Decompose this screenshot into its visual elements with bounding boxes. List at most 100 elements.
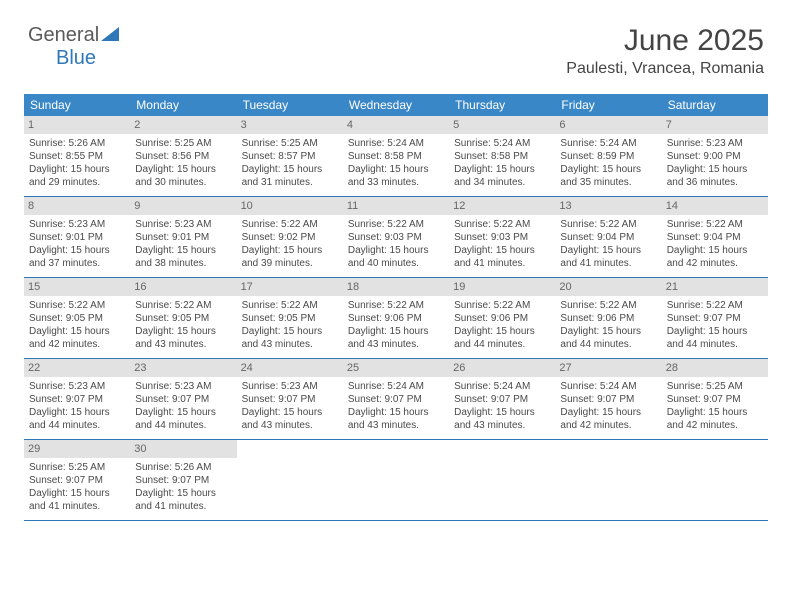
sunset-line: Sunset: 9:03 PM [348,231,444,244]
daylight-line: Daylight: 15 hours and 38 minutes. [135,244,231,270]
daylight-line: Daylight: 15 hours and 36 minutes. [667,163,763,189]
sunrise-line: Sunrise: 5:25 AM [667,380,763,393]
daylight-line: Daylight: 15 hours and 42 minutes. [667,244,763,270]
sunrise-line: Sunrise: 5:25 AM [135,137,231,150]
sunset-line: Sunset: 9:04 PM [560,231,656,244]
dow-cell: Thursday [449,94,555,116]
sunset-line: Sunset: 8:56 PM [135,150,231,163]
day-number: 14 [662,197,768,215]
sunset-line: Sunset: 8:57 PM [242,150,338,163]
daylight-line: Daylight: 15 hours and 42 minutes. [667,406,763,432]
day-number: 24 [237,359,343,377]
sunset-line: Sunset: 9:07 PM [348,393,444,406]
weeks-container: 1Sunrise: 5:26 AMSunset: 8:55 PMDaylight… [24,116,768,521]
sunset-line: Sunset: 9:07 PM [135,474,231,487]
day-number: 15 [24,278,130,296]
sunset-line: Sunset: 9:06 PM [348,312,444,325]
day-number: 10 [237,197,343,215]
day-cell: 13Sunrise: 5:22 AMSunset: 9:04 PMDayligh… [555,197,661,277]
dow-header-row: SundayMondayTuesdayWednesdayThursdayFrid… [24,94,768,116]
sunset-line: Sunset: 9:06 PM [560,312,656,325]
day-number: 19 [449,278,555,296]
sunrise-line: Sunrise: 5:22 AM [135,299,231,312]
sunrise-line: Sunrise: 5:24 AM [454,137,550,150]
day-cell: 16Sunrise: 5:22 AMSunset: 9:05 PMDayligh… [130,278,236,358]
logo-triangle-icon [101,27,119,41]
day-number: 28 [662,359,768,377]
day-cell: 1Sunrise: 5:26 AMSunset: 8:55 PMDaylight… [24,116,130,196]
sunrise-line: Sunrise: 5:25 AM [29,461,125,474]
sunrise-line: Sunrise: 5:24 AM [560,137,656,150]
page-header: General Blue June 2025 Paulesti, Vrancea… [0,0,792,86]
sunrise-line: Sunrise: 5:23 AM [667,137,763,150]
day-cell: 20Sunrise: 5:22 AMSunset: 9:06 PMDayligh… [555,278,661,358]
day-number: 26 [449,359,555,377]
dow-cell: Monday [130,94,236,116]
calendar-grid: SundayMondayTuesdayWednesdayThursdayFrid… [24,94,768,521]
daylight-line: Daylight: 15 hours and 37 minutes. [29,244,125,270]
sunset-line: Sunset: 9:07 PM [454,393,550,406]
day-cell: 27Sunrise: 5:24 AMSunset: 9:07 PMDayligh… [555,359,661,439]
daylight-line: Daylight: 15 hours and 39 minutes. [242,244,338,270]
day-cell: 28Sunrise: 5:25 AMSunset: 9:07 PMDayligh… [662,359,768,439]
sunrise-line: Sunrise: 5:22 AM [560,218,656,231]
day-number: 21 [662,278,768,296]
daylight-line: Daylight: 15 hours and 30 minutes. [135,163,231,189]
daylight-line: Daylight: 15 hours and 44 minutes. [454,325,550,351]
day-cell: 17Sunrise: 5:22 AMSunset: 9:05 PMDayligh… [237,278,343,358]
sunset-line: Sunset: 9:02 PM [242,231,338,244]
day-cell [662,440,768,520]
day-number: 9 [130,197,236,215]
day-number: 29 [24,440,130,458]
daylight-line: Daylight: 15 hours and 42 minutes. [560,406,656,432]
sunset-line: Sunset: 9:01 PM [29,231,125,244]
title-block: June 2025 Paulesti, Vrancea, Romania [566,24,764,78]
sunset-line: Sunset: 9:06 PM [454,312,550,325]
day-cell: 22Sunrise: 5:23 AMSunset: 9:07 PMDayligh… [24,359,130,439]
daylight-line: Daylight: 15 hours and 43 minutes. [135,325,231,351]
daylight-line: Daylight: 15 hours and 43 minutes. [242,325,338,351]
day-cell: 8Sunrise: 5:23 AMSunset: 9:01 PMDaylight… [24,197,130,277]
day-cell [555,440,661,520]
sunrise-line: Sunrise: 5:22 AM [348,218,444,231]
day-number: 22 [24,359,130,377]
day-number: 5 [449,116,555,134]
daylight-line: Daylight: 15 hours and 31 minutes. [242,163,338,189]
sunset-line: Sunset: 9:07 PM [560,393,656,406]
sunset-line: Sunset: 9:05 PM [135,312,231,325]
daylight-line: Daylight: 15 hours and 44 minutes. [667,325,763,351]
logo: General Blue [28,24,119,70]
sunset-line: Sunset: 8:58 PM [454,150,550,163]
day-cell [237,440,343,520]
daylight-line: Daylight: 15 hours and 43 minutes. [454,406,550,432]
week-row: 22Sunrise: 5:23 AMSunset: 9:07 PMDayligh… [24,359,768,440]
week-row: 15Sunrise: 5:22 AMSunset: 9:05 PMDayligh… [24,278,768,359]
daylight-line: Daylight: 15 hours and 41 minutes. [29,487,125,513]
dow-cell: Wednesday [343,94,449,116]
dow-cell: Tuesday [237,94,343,116]
day-cell: 18Sunrise: 5:22 AMSunset: 9:06 PMDayligh… [343,278,449,358]
week-row: 1Sunrise: 5:26 AMSunset: 8:55 PMDaylight… [24,116,768,197]
sunset-line: Sunset: 9:01 PM [135,231,231,244]
sunrise-line: Sunrise: 5:26 AM [29,137,125,150]
daylight-line: Daylight: 15 hours and 40 minutes. [348,244,444,270]
sunrise-line: Sunrise: 5:22 AM [454,299,550,312]
day-number: 30 [130,440,236,458]
logo-word-general: General [28,24,99,46]
daylight-line: Daylight: 15 hours and 44 minutes. [29,406,125,432]
day-cell: 4Sunrise: 5:24 AMSunset: 8:58 PMDaylight… [343,116,449,196]
daylight-line: Daylight: 15 hours and 29 minutes. [29,163,125,189]
sunrise-line: Sunrise: 5:23 AM [242,380,338,393]
month-title: June 2025 [566,24,764,58]
sunrise-line: Sunrise: 5:25 AM [242,137,338,150]
sunrise-line: Sunrise: 5:24 AM [560,380,656,393]
daylight-line: Daylight: 15 hours and 43 minutes. [348,325,444,351]
sunrise-line: Sunrise: 5:26 AM [135,461,231,474]
day-cell: 26Sunrise: 5:24 AMSunset: 9:07 PMDayligh… [449,359,555,439]
day-number: 3 [237,116,343,134]
day-cell: 12Sunrise: 5:22 AMSunset: 9:03 PMDayligh… [449,197,555,277]
daylight-line: Daylight: 15 hours and 34 minutes. [454,163,550,189]
day-cell: 25Sunrise: 5:24 AMSunset: 9:07 PMDayligh… [343,359,449,439]
day-cell: 23Sunrise: 5:23 AMSunset: 9:07 PMDayligh… [130,359,236,439]
day-number: 7 [662,116,768,134]
